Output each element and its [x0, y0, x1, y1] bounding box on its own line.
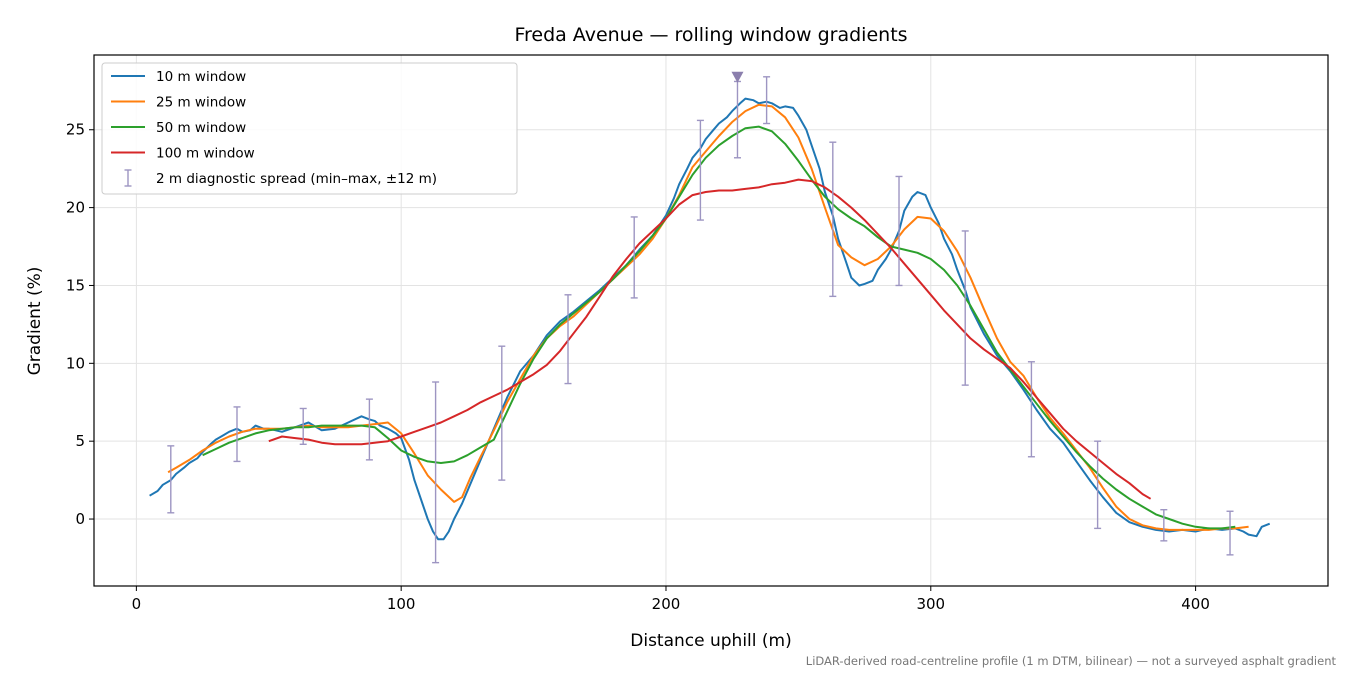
x-tick-label: 100: [387, 595, 416, 613]
series-line-100-m-window: [268, 178, 1152, 500]
y-tick-label: 15: [66, 276, 85, 294]
x-tick-label: 400: [1181, 595, 1210, 613]
errorbar: [1160, 508, 1168, 542]
peak-marker-group: [731, 71, 744, 83]
series-lines: [149, 97, 1271, 541]
errorbar: [498, 345, 506, 481]
errorbar: [829, 141, 837, 298]
legend-label: 100 m window: [156, 146, 255, 162]
series-line-25-m-window: [167, 103, 1249, 531]
errorbar: [763, 76, 771, 125]
errorbar: [299, 407, 307, 445]
y-tick-label: 25: [66, 121, 85, 139]
legend-label: 50 m window: [156, 120, 246, 136]
y-tick-label: 20: [66, 199, 85, 217]
x-tick-label: 300: [916, 595, 945, 613]
plot-frame: [93, 54, 1329, 587]
errorbar: [961, 230, 969, 386]
series-line-50-m-window: [202, 125, 1236, 530]
errorbar: [167, 445, 175, 514]
errorbar: [696, 119, 704, 221]
peak-marker-triangle: [731, 71, 744, 83]
legend-label: 25 m window: [156, 95, 246, 111]
chart-title: Freda Avenue — rolling window gradients: [514, 24, 907, 46]
x-axis-label: Distance uphill (m): [630, 631, 791, 651]
y-tick-label: 10: [66, 354, 85, 372]
y-tick-label: 0: [75, 510, 85, 528]
legend: 10 m window 25 m window 50 m window 100 m w…: [101, 62, 518, 195]
errorbar: [1094, 440, 1102, 530]
errorbar: [365, 398, 373, 461]
errorbar: [1226, 510, 1234, 556]
legend-label: 2 m diagnostic spread (min–max, ±12 m): [156, 171, 437, 187]
errorbar: [432, 381, 440, 564]
errorbar: [233, 406, 241, 463]
axis-ticks: 0 100 200 300 400 0 5 10 15 20 25: [66, 121, 1210, 613]
x-tick-label: 0: [132, 595, 142, 613]
errorbar: [564, 294, 572, 385]
y-tick-label: 5: [75, 432, 85, 450]
errorbar: [630, 216, 638, 299]
legend-box: [101, 62, 518, 195]
errorbar: [895, 175, 903, 287]
legend-label: 10 m window: [156, 69, 246, 85]
x-tick-label: 200: [652, 595, 681, 613]
diagnostic-errorbars: [167, 76, 1234, 564]
chart-footnote: LiDAR-derived road-centreline profile (1…: [806, 654, 1337, 668]
series-line-10-m-window: [149, 97, 1271, 541]
y-axis-label: Gradient (%): [25, 267, 45, 376]
errorbar: [1027, 361, 1035, 458]
